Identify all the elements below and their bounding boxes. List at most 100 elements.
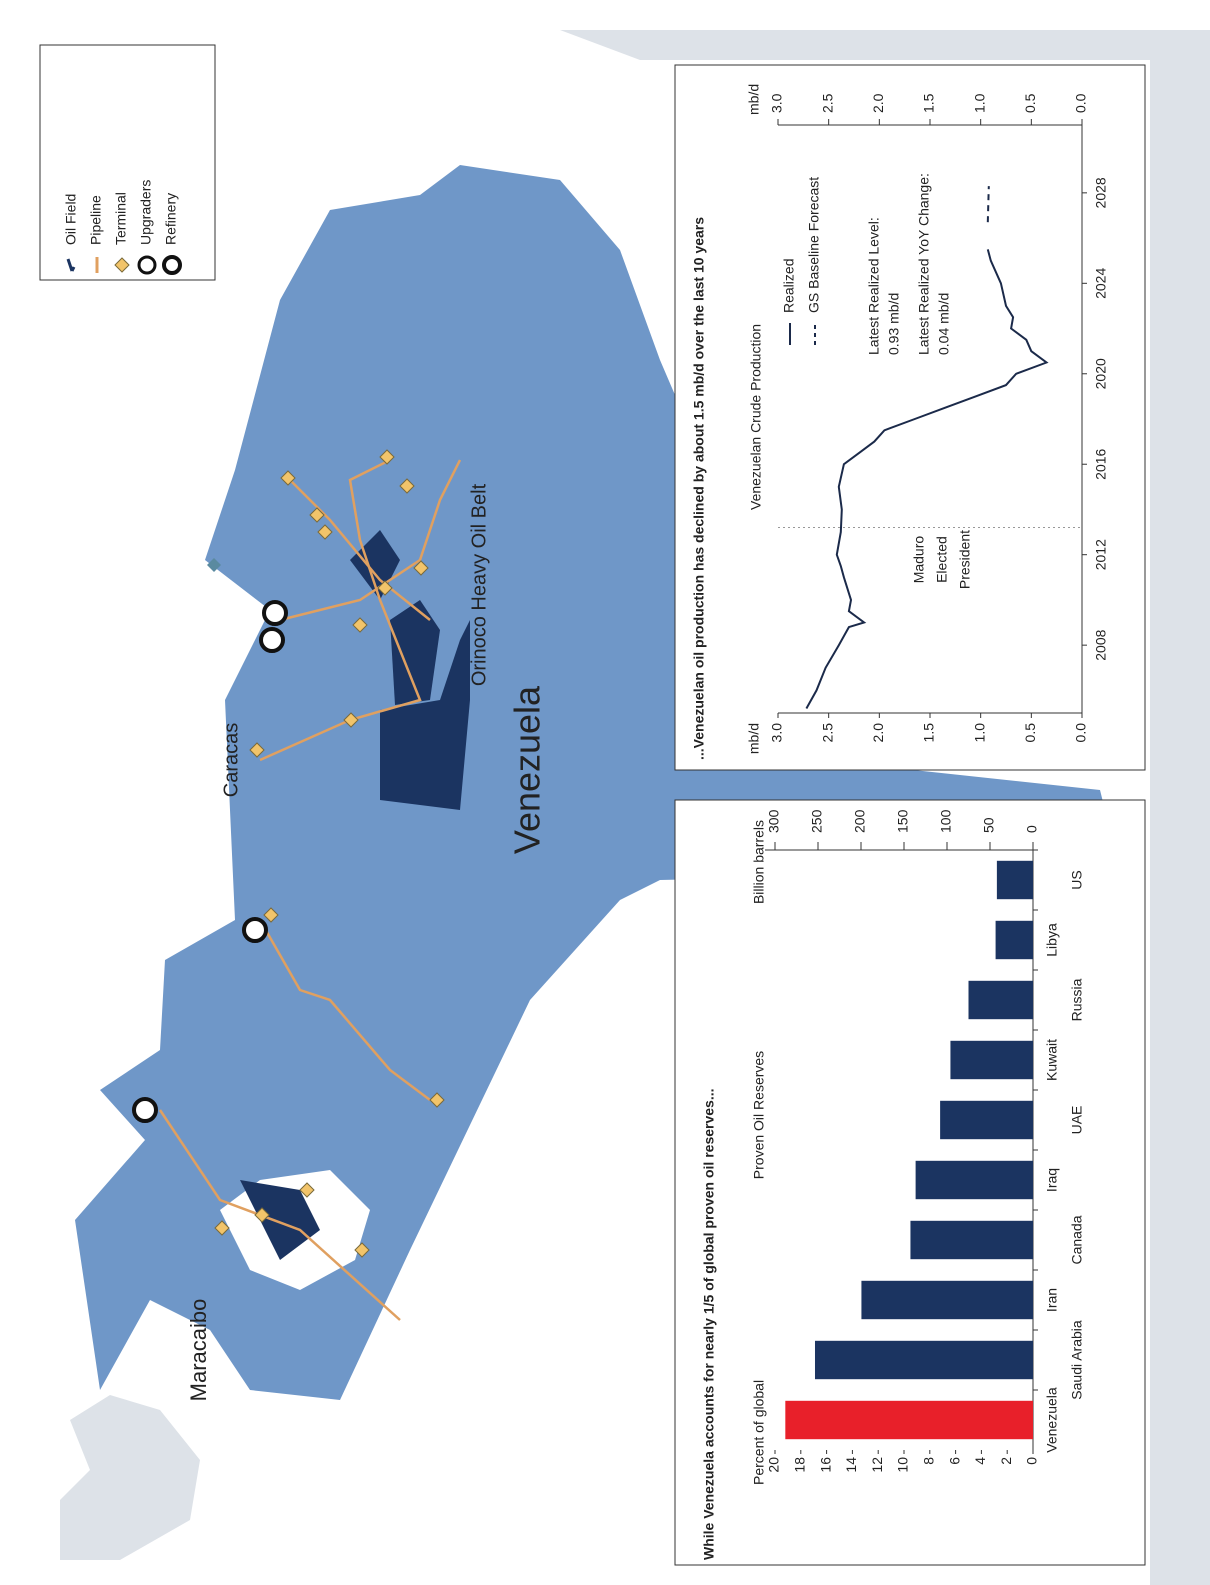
legend-label: Pipeline — [88, 195, 104, 245]
rotated-content: Maracaibo Caracas Orinoco Heavy Oil Belt… — [39, 44, 1146, 1566]
legend-label: Upgraders — [138, 180, 154, 245]
y-tick-label: 12 — [869, 1457, 885, 1473]
oil-field — [240, 1180, 320, 1260]
y2-tick-label: 0.0 — [1073, 93, 1089, 113]
y-tick-label: 6 — [946, 1457, 962, 1465]
y-axis-label: Percent of global — [751, 1380, 767, 1485]
chart-title: While Venezuela accounts for nearly 1/5 … — [701, 1089, 717, 1561]
x-tick-label: 2012 — [1093, 539, 1109, 570]
chart-panel — [674, 799, 1146, 1566]
y-tick-label: 3.0 — [769, 723, 785, 743]
x-tick-label: Kuwait — [1044, 1039, 1060, 1081]
bar — [940, 1100, 1033, 1140]
bar — [814, 1340, 1033, 1380]
annotation: Latest Realized YoY Change: — [916, 173, 932, 355]
legend-label: Refinery — [163, 193, 179, 245]
legend-label: Terminal — [113, 192, 129, 245]
terminal — [413, 560, 429, 576]
x-tick-label: 2028 — [1093, 177, 1109, 208]
bar — [968, 980, 1033, 1020]
chart-subtitle: Proven Oil Reserves — [751, 1051, 767, 1179]
y2-tick-label: 0.5 — [1022, 93, 1038, 113]
terminal — [343, 712, 359, 728]
terminal-offshore — [207, 558, 221, 572]
legend-label: Oil Field — [63, 194, 79, 245]
pipeline — [289, 479, 431, 621]
bar — [995, 920, 1034, 960]
x-tick-label: 2008 — [1093, 629, 1109, 660]
map-label: Orinoco Heavy Oil Belt — [468, 483, 490, 686]
event-label: Maduro — [911, 536, 927, 584]
y-tick-label: 1.5 — [921, 723, 937, 743]
terminal — [254, 1207, 270, 1223]
x-tick-label: Venezuela — [1044, 1387, 1060, 1453]
y-tick-label: 10 — [895, 1457, 911, 1473]
oil-field — [380, 620, 470, 810]
legend-icon — [137, 255, 157, 275]
map-label: Venezuela — [507, 685, 548, 854]
bar — [915, 1160, 1033, 1200]
y2-axis-label: Billion barrels — [751, 820, 767, 904]
land-neighbor — [60, 1395, 200, 1560]
terminal — [429, 1092, 445, 1108]
x-tick-label: UAE — [1069, 1106, 1085, 1135]
legend-icon — [114, 257, 130, 273]
y2-tick-label: 150 — [895, 809, 911, 833]
x-tick-label: Iraq — [1044, 1168, 1060, 1192]
oil-field — [390, 600, 440, 705]
y2-tick-label: 100 — [938, 809, 954, 833]
refinery — [132, 1097, 158, 1123]
terminal — [280, 470, 296, 486]
x-tick-label: Libya — [1044, 923, 1060, 957]
y2-tick-label: 0 — [1024, 825, 1040, 833]
y-tick-label: 2.0 — [870, 723, 886, 743]
chart-title: ...Venezuelan oil production has decline… — [691, 217, 707, 760]
y2-tick-label: 200 — [852, 809, 868, 833]
terminal — [377, 580, 393, 596]
legend-box — [39, 44, 216, 281]
pipeline — [258, 919, 431, 1101]
terminal — [352, 617, 368, 633]
terminal — [214, 1220, 230, 1236]
y2-tick-label: 50 — [981, 817, 997, 833]
y2-tick-label: 250 — [809, 809, 825, 833]
y-tick-label: 0 — [1024, 1457, 1040, 1465]
event-label: Elected — [934, 536, 950, 583]
terminal — [379, 449, 395, 465]
terminal — [317, 524, 333, 540]
bar — [910, 1220, 1034, 1260]
x-tick-label: US — [1069, 870, 1085, 889]
y2-tick-label: 300 — [766, 809, 782, 833]
y-tick-label: 1.0 — [971, 723, 987, 743]
x-tick-label: Saudi Arabia — [1069, 1320, 1085, 1400]
x-tick-label: 2016 — [1093, 448, 1109, 479]
y-tick-label: 14 — [843, 1457, 859, 1473]
terminal — [299, 1182, 315, 1198]
annotation: 0.04 mb/d — [936, 293, 952, 355]
map-label: Caracas — [220, 723, 242, 797]
refineries — [132, 600, 288, 1123]
refinery — [242, 917, 268, 943]
y2-axis-label: mb/d — [746, 84, 762, 115]
bar — [950, 1040, 1033, 1080]
venezuela — [75, 165, 1120, 1400]
bar — [996, 860, 1034, 900]
legend-icon — [66, 258, 76, 272]
bar — [785, 1400, 1033, 1440]
y2-tick-label: 1.5 — [921, 93, 937, 113]
chart-subtitle: Venezuelan Crude Production — [748, 324, 764, 510]
y-tick-label: 8 — [921, 1457, 937, 1465]
y2-tick-label: 1.0 — [971, 93, 987, 113]
annotation: 0.93 mb/d — [886, 293, 902, 355]
chart-panel — [674, 64, 1146, 771]
terminal — [354, 1242, 370, 1258]
terminal — [249, 742, 265, 758]
legend-label: GS Baseline Forecast — [806, 177, 822, 313]
terminal — [263, 907, 279, 923]
terminals — [207, 449, 445, 1258]
y-tick-label: 4 — [972, 1457, 988, 1465]
y-tick-label: 16 — [817, 1457, 833, 1473]
legend-label: Realized — [781, 259, 797, 313]
